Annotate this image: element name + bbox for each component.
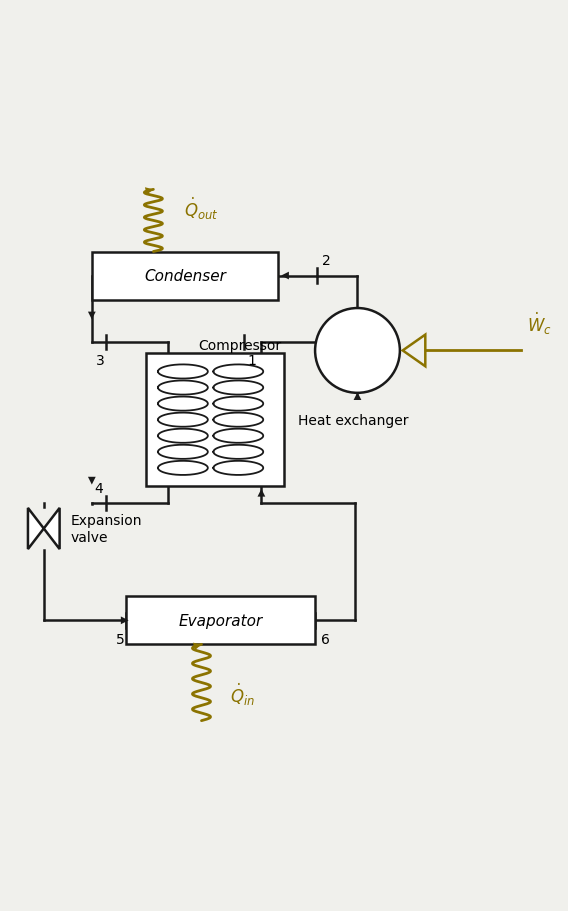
Text: 6: 6 bbox=[321, 632, 329, 646]
Text: 4: 4 bbox=[94, 481, 103, 495]
Text: 5: 5 bbox=[116, 632, 124, 646]
Text: Condenser: Condenser bbox=[144, 269, 226, 283]
Text: 1: 1 bbox=[247, 353, 256, 368]
Circle shape bbox=[315, 309, 400, 394]
Bar bbox=[145, 353, 284, 486]
Text: $\dot{Q}_{out}$: $\dot{Q}_{out}$ bbox=[185, 196, 219, 222]
Bar bbox=[126, 597, 315, 645]
Polygon shape bbox=[44, 508, 60, 549]
Bar bbox=[92, 252, 278, 301]
Text: 2: 2 bbox=[323, 254, 331, 268]
Polygon shape bbox=[28, 508, 44, 549]
Text: 3: 3 bbox=[96, 353, 105, 368]
Text: Compressor: Compressor bbox=[198, 338, 281, 353]
Text: Heat exchanger: Heat exchanger bbox=[298, 414, 408, 427]
Text: Evaporator: Evaporator bbox=[178, 613, 262, 629]
Text: $\dot{W}_c$: $\dot{W}_c$ bbox=[527, 311, 552, 337]
Polygon shape bbox=[403, 335, 425, 367]
Text: $\dot{Q}_{in}$: $\dot{Q}_{in}$ bbox=[229, 681, 255, 707]
Text: Expansion
valve: Expansion valve bbox=[71, 514, 143, 544]
